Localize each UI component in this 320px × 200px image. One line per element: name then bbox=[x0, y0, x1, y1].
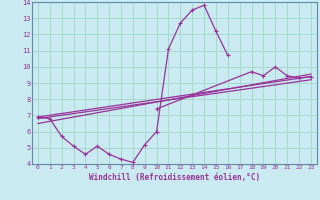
X-axis label: Windchill (Refroidissement éolien,°C): Windchill (Refroidissement éolien,°C) bbox=[89, 173, 260, 182]
